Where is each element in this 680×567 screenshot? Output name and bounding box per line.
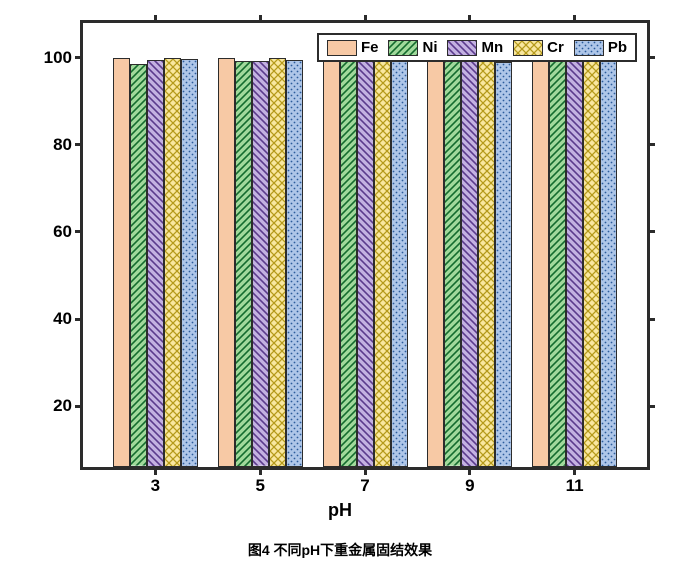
ytick-mark — [647, 143, 655, 146]
bar-cr-9 — [478, 58, 495, 467]
x-axis-label: pH — [0, 500, 680, 521]
legend-item-fe: Fe — [327, 39, 379, 56]
xtick-label: 9 — [465, 476, 474, 496]
legend-swatch-pb — [574, 40, 604, 56]
bar-ni-11 — [549, 59, 566, 467]
legend-label: Fe — [361, 39, 379, 56]
bar-fe-11 — [532, 58, 549, 467]
legend-label: Cr — [547, 39, 564, 56]
bar-ni-3 — [130, 64, 147, 467]
bar-pb-5 — [286, 60, 303, 467]
bar-pb-3 — [181, 59, 198, 467]
xtick-label: 7 — [360, 476, 369, 496]
bar-pb-9 — [495, 62, 512, 467]
ytick-label: 80 — [53, 135, 72, 155]
ytick-mark — [75, 230, 83, 233]
xtick-mark — [468, 15, 471, 23]
ytick-mark — [75, 405, 83, 408]
xtick-label: 11 — [566, 476, 584, 496]
legend-item-ni: Ni — [388, 39, 437, 56]
bar-mn-9 — [461, 58, 478, 467]
bar-ni-5 — [235, 61, 252, 467]
ytick-mark — [75, 56, 83, 59]
bar-mn-7 — [357, 60, 374, 467]
xtick-mark — [573, 467, 576, 475]
ytick-mark — [647, 318, 655, 321]
xtick-mark — [154, 467, 157, 475]
legend-swatch-cr — [513, 40, 543, 56]
figure-caption: 图4 不同pH下重金属固结效果 — [0, 540, 680, 560]
bar-pb-11 — [600, 61, 617, 467]
bar-ni-7 — [340, 60, 357, 467]
chart-figure: Fe Ni Mn Cr Pb 20406080100 357911 pH 图4 — [0, 0, 680, 567]
bar-mn-3 — [147, 60, 164, 467]
xtick-mark — [364, 467, 367, 475]
bar-fe-9 — [427, 58, 444, 467]
ytick-label: 20 — [53, 396, 72, 416]
bar-cr-7 — [374, 58, 391, 467]
xtick-mark — [573, 15, 576, 23]
legend-label: Pb — [608, 39, 627, 56]
legend-item-pb: Pb — [574, 39, 627, 56]
ytick-mark — [647, 230, 655, 233]
ytick-mark — [75, 318, 83, 321]
legend-swatch-ni — [388, 40, 418, 56]
legend-item-cr: Cr — [513, 39, 564, 56]
bar-cr-3 — [164, 58, 181, 467]
bar-cr-11 — [583, 58, 600, 467]
xtick-mark — [154, 15, 157, 23]
legend-item-mn: Mn — [447, 39, 503, 56]
legend-swatch-mn — [447, 40, 477, 56]
xtick-mark — [364, 15, 367, 23]
plot-area: Fe Ni Mn Cr Pb — [80, 20, 650, 470]
bar-ni-9 — [444, 61, 461, 467]
bar-pb-7 — [391, 61, 408, 467]
legend-label: Ni — [422, 39, 437, 56]
ytick-label: 100 — [44, 48, 72, 68]
xtick-mark — [259, 467, 262, 475]
bar-mn-11 — [566, 58, 583, 467]
bar-fe-3 — [113, 58, 130, 467]
legend-label: Mn — [481, 39, 503, 56]
xtick-label: 3 — [151, 476, 160, 496]
ytick-mark — [75, 143, 83, 146]
legend-swatch-fe — [327, 40, 357, 56]
bar-fe-5 — [218, 58, 235, 467]
xtick-mark — [259, 15, 262, 23]
bar-fe-7 — [323, 58, 340, 467]
ytick-mark — [647, 405, 655, 408]
bar-cr-5 — [269, 58, 286, 467]
legend: Fe Ni Mn Cr Pb — [317, 33, 637, 62]
ytick-label: 40 — [53, 309, 72, 329]
xtick-label: 5 — [255, 476, 264, 496]
ytick-mark — [647, 56, 655, 59]
bar-mn-5 — [252, 61, 269, 467]
xtick-mark — [468, 467, 471, 475]
ytick-label: 60 — [53, 222, 72, 242]
